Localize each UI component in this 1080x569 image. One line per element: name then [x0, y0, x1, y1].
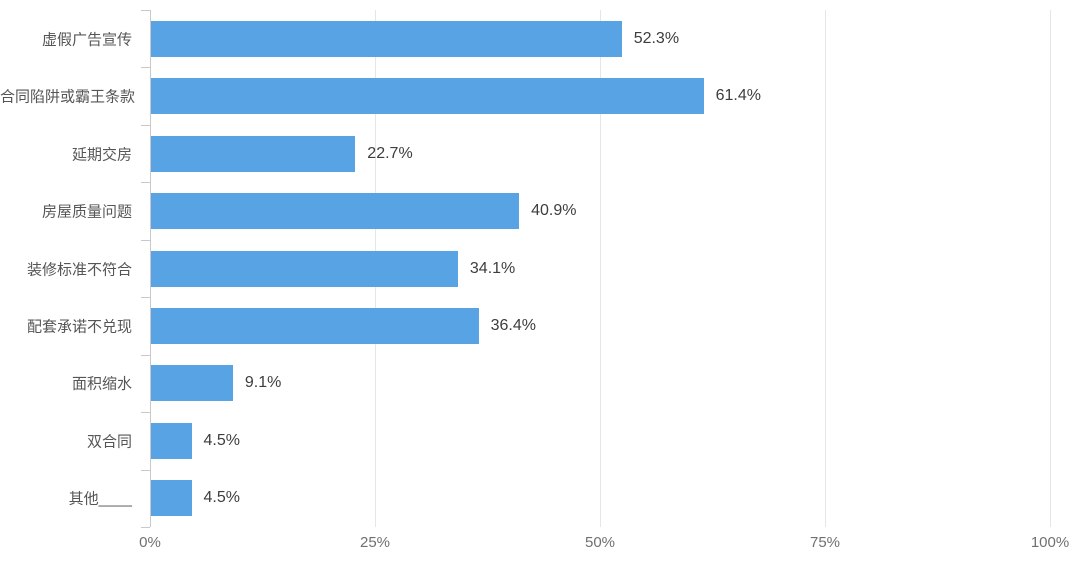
- axis-tick: [141, 182, 150, 183]
- y-axis-line: [150, 10, 151, 527]
- category-label: 其他____: [68, 490, 132, 508]
- bar: [151, 480, 192, 517]
- x-tick-label: 75%: [809, 534, 841, 551]
- bar-value-label: 4.5%: [203, 489, 240, 507]
- category-label: 延期交房: [71, 146, 132, 164]
- bar-value-label: 22.7%: [367, 144, 413, 162]
- bar-value-label: 61.4%: [715, 87, 761, 105]
- bar: [151, 365, 233, 402]
- bar-value-label: 36.4%: [490, 316, 536, 334]
- axis-tick: [141, 412, 150, 413]
- x-tick-label: 100%: [1030, 534, 1070, 551]
- axis-tick: [141, 355, 150, 356]
- axis-tick: [141, 67, 150, 68]
- bar: [151, 78, 704, 115]
- gridline: [1050, 10, 1051, 527]
- bar: [151, 307, 479, 344]
- bar-value-label: 4.5%: [203, 431, 240, 449]
- axis-tick: [141, 10, 150, 11]
- bar: [151, 250, 458, 287]
- x-tick-label: 50%: [584, 534, 616, 551]
- category-label: 装修标准不符合: [26, 261, 132, 278]
- bar-value-label: 40.9%: [531, 202, 577, 220]
- category-label: 房屋质量问题: [41, 203, 132, 221]
- category-label: 面积缩水: [71, 375, 132, 393]
- gridline: [825, 10, 826, 527]
- axis-tick: [141, 125, 150, 126]
- axis-tick: [141, 470, 150, 471]
- bar: [151, 20, 622, 57]
- category-axis: 虚假广告宣传合同陷阱或霸王条款延期交房房屋质量问题装修标准不符合 配套承诺不兑现面…: [0, 10, 141, 527]
- category-label: 配套承诺不兑现: [26, 318, 132, 336]
- bar: [151, 422, 192, 459]
- category-label: 双合同: [86, 433, 132, 451]
- bar: [151, 135, 356, 172]
- bar: [151, 193, 520, 230]
- plot-area: 52.3% 61.4% 22.7% 40.9% 34.1% 36.4% 9.1% 4.5% 4.…: [141, 10, 1051, 528]
- category-label: 虚假广告宣传: [41, 31, 132, 49]
- gridline: [600, 10, 601, 527]
- value-axis: 0% 25% 50% 75% 100%: [139, 534, 1069, 558]
- x-tick-label: 25%: [359, 534, 391, 551]
- x-tick-label: 0%: [139, 534, 161, 551]
- bar-value-label: 9.1%: [244, 374, 282, 392]
- category-label: 合同陷阱或霸王条款: [0, 88, 136, 106]
- axis-tick: [141, 527, 150, 528]
- bar-value-label: 34.1%: [469, 259, 516, 277]
- axis-tick: [141, 297, 150, 298]
- bar-value-label: 52.3%: [633, 29, 680, 47]
- axis-tick: [141, 240, 150, 241]
